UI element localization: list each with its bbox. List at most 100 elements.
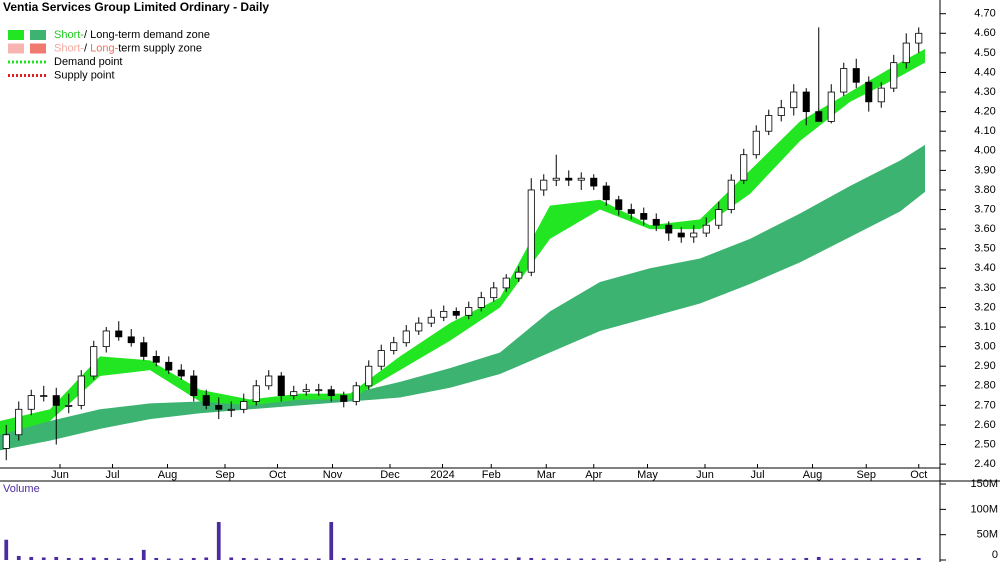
candle-body [615, 199, 623, 210]
volume-bar [354, 558, 359, 560]
y-tick-label: 2.50 [974, 438, 995, 450]
y-tick-label: 4.20 [974, 106, 995, 118]
volume-bar [704, 558, 709, 560]
legend-part: Short- [54, 29, 84, 41]
candle-body [65, 404, 73, 407]
candle-body [27, 395, 35, 410]
y-tick-label: 4.00 [974, 145, 995, 157]
candle-body [315, 389, 323, 392]
volume-bar [404, 558, 409, 560]
candle-body [477, 297, 485, 308]
chart-title: Ventia Services Group Limited Ordinary -… [3, 0, 269, 14]
candle-body [677, 232, 685, 238]
volume-bar [479, 558, 484, 560]
candle-body [340, 395, 348, 402]
x-tick-label: 2024 [430, 469, 454, 481]
candle-body [2, 434, 10, 449]
candle-body [765, 115, 773, 132]
volume-panel: 0 50M 100M 150M [4, 478, 998, 561]
volume-bar [216, 522, 221, 560]
x-tick-label: Jun [696, 469, 714, 481]
y-tick-label: 3.90 [974, 164, 995, 176]
volume-bar [829, 558, 834, 560]
volume-bar [304, 558, 309, 560]
candle-body [590, 177, 598, 187]
y-tick-label: 3.70 [974, 203, 995, 215]
legend-part: / [84, 42, 90, 54]
volume-tick-label: 150M [970, 478, 998, 490]
x-tick-label: Jun [51, 469, 69, 481]
candle-body [352, 385, 360, 402]
y-tick-label: 2.40 [974, 458, 995, 470]
volume-bar [229, 557, 234, 560]
candle-body [377, 350, 385, 367]
volume-bar [29, 556, 34, 560]
legend-swatch [8, 30, 24, 40]
y-tick-label: 3.00 [974, 341, 995, 353]
candle-body [565, 177, 573, 181]
volume-label: Volume [3, 483, 40, 495]
y-tick-label: 4.40 [974, 66, 995, 78]
legend-part: Short- [54, 42, 84, 54]
volume-bar [116, 558, 121, 560]
axes: 2.40 2.50 2.60 2.70 2.80 2.90 3.00 3.10 3.20 3.30… [51, 8, 996, 481]
volume-bar [316, 558, 321, 560]
volume-bar [641, 558, 646, 560]
candle-body [465, 307, 473, 316]
candle-body [815, 111, 823, 122]
x-tick-label: Sep [215, 469, 235, 481]
volume-bar [566, 558, 571, 560]
zone-band [0, 144, 925, 451]
candles [2, 27, 923, 461]
candle-body [727, 179, 735, 210]
candle-body [365, 365, 373, 387]
volume-bar [491, 558, 496, 560]
volume-bar [416, 558, 421, 560]
volume-bar [866, 558, 871, 560]
candle-body [540, 179, 548, 191]
volume-bar [104, 557, 109, 560]
candle-body [152, 356, 160, 363]
volume-bar [329, 522, 334, 560]
legend-swatch [8, 43, 24, 54]
y-tick-label: 2.80 [974, 380, 995, 392]
legend-label: Supply point [54, 69, 115, 81]
candle-body [327, 389, 335, 396]
candle-body [715, 209, 723, 226]
candle-body [227, 408, 235, 411]
volume-bar [916, 557, 921, 560]
volume-bar [291, 558, 296, 560]
x-tick-label: Feb [482, 469, 501, 481]
x-tick-label: Sep [856, 469, 876, 481]
candle-body [302, 389, 310, 393]
volume-bar [516, 557, 521, 560]
volume-bar [454, 558, 459, 560]
legend-part: / [84, 29, 90, 41]
volume-bar [891, 558, 896, 560]
volume-bar [779, 558, 784, 560]
volume-bar [91, 557, 96, 560]
volume-bar [466, 558, 471, 560]
volume-bar [791, 558, 796, 560]
volume-bar [129, 557, 134, 560]
candle-body [202, 395, 210, 406]
volume-bar [591, 558, 596, 560]
legend-swatch [30, 30, 46, 40]
candle-body [265, 375, 273, 387]
candle-body [240, 401, 248, 410]
volume-bar [54, 556, 59, 560]
volume-bar [341, 557, 346, 560]
candle-body [165, 361, 173, 371]
volume-bar [854, 558, 859, 560]
legend-label: Short-/ Long-term demand zone [54, 29, 210, 41]
x-tick-label: Oct [910, 469, 927, 481]
y-tick-label: 3.20 [974, 301, 995, 313]
candle-body [852, 68, 860, 83]
volume-bar [379, 558, 384, 560]
y-tick-label: 3.40 [974, 262, 995, 274]
candle-body [627, 209, 635, 214]
volume-bar [716, 558, 721, 560]
volume-bar [166, 558, 171, 560]
